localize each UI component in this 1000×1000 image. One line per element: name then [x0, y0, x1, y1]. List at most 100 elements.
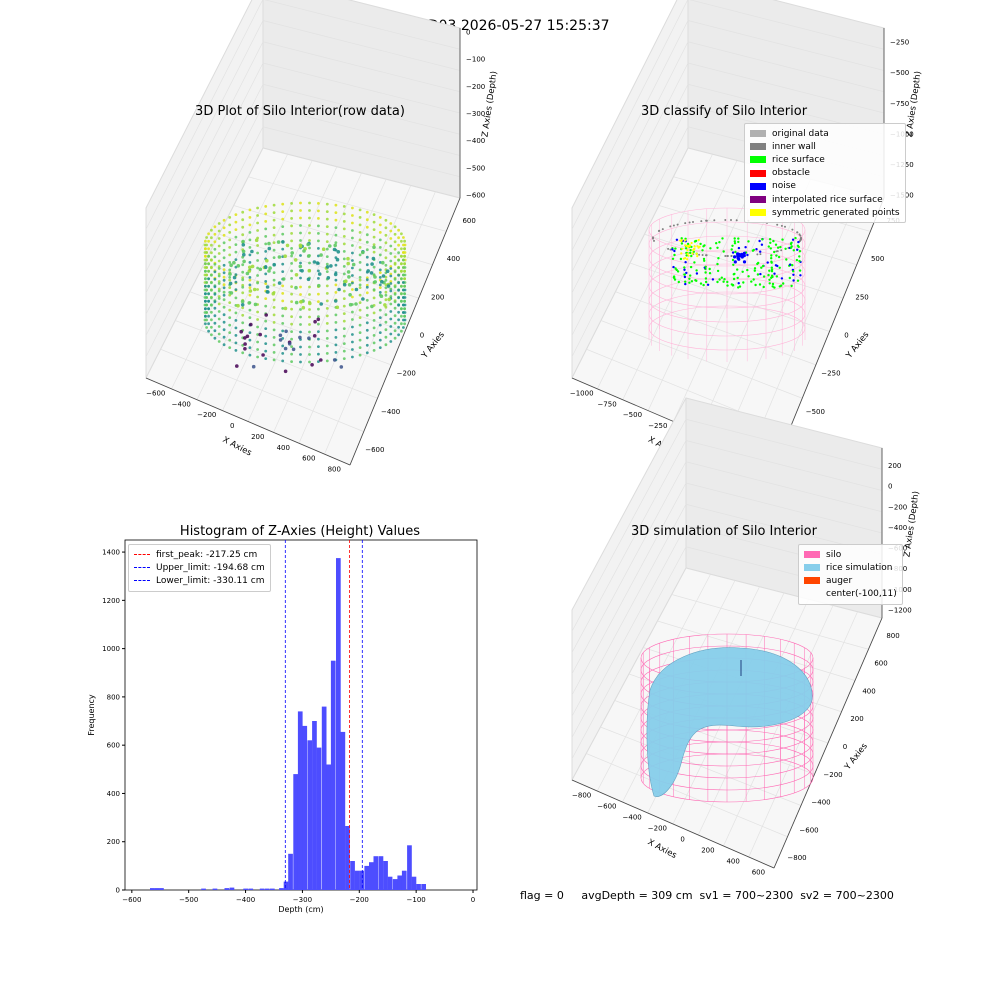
raw-data-point — [378, 238, 382, 242]
raw-data-point — [402, 273, 405, 277]
raw-data-point — [389, 340, 393, 343]
raw-data-point — [400, 239, 403, 243]
classified-point — [699, 282, 703, 285]
raw-data-point — [222, 298, 226, 302]
plot4-y-tick-label: −800 — [787, 854, 806, 862]
raw-data-point — [403, 262, 406, 266]
raw-data-point — [256, 281, 259, 285]
plot4-x-axis-label: X Axies — [646, 837, 679, 861]
classified-point — [767, 245, 770, 248]
raw-data-point — [365, 306, 369, 310]
raw-data-point — [387, 297, 392, 302]
classified-point — [768, 238, 772, 241]
histogram-bar — [264, 888, 270, 890]
raw-data-point — [334, 313, 338, 317]
noise-point — [733, 260, 737, 264]
raw-data-point — [403, 277, 406, 281]
inner-wall-point — [653, 239, 655, 242]
raw-data-point — [334, 328, 338, 332]
raw-data-point — [264, 205, 268, 208]
raw-data-point — [234, 243, 238, 247]
raw-data-point — [378, 286, 382, 289]
plot1-grid-line — [175, 320, 378, 399]
raw-data-point — [348, 293, 352, 297]
classified-point — [672, 276, 676, 279]
raw-data-point — [248, 223, 252, 227]
plot1-z-tick-label: −100 — [466, 56, 485, 64]
raw-data-point — [351, 244, 354, 247]
raw-data-point — [329, 264, 333, 268]
raw-data-point — [365, 218, 369, 222]
raw-data-point — [267, 269, 271, 273]
classified-point — [733, 237, 736, 240]
classified-point — [788, 263, 792, 266]
raw-data-point — [228, 301, 232, 304]
raw-data-point — [264, 349, 268, 353]
noise-point — [738, 254, 742, 258]
raw-data-point — [290, 307, 293, 311]
classified-point — [746, 253, 749, 257]
inner-wall-point — [667, 247, 670, 250]
raw-data-point — [334, 241, 338, 245]
raw-data-point — [281, 322, 285, 325]
raw-data-point — [299, 254, 302, 257]
raw-data-point — [402, 243, 405, 247]
raw-data-point — [378, 291, 382, 294]
raw-data-point — [281, 247, 285, 251]
raw-data-point — [241, 306, 245, 310]
legend-obstacle: obstacle — [750, 167, 900, 180]
raw-data-point — [317, 247, 320, 250]
raw-data-point — [213, 292, 217, 296]
raw-data-point — [334, 278, 338, 282]
raw-data-point — [290, 232, 293, 235]
raw-data-point — [234, 311, 238, 315]
raw-data-point — [248, 231, 252, 234]
raw-data-point — [325, 202, 329, 206]
classified-point — [779, 245, 782, 249]
classified-point — [790, 284, 793, 288]
raw-data-point — [313, 319, 317, 324]
plot2-grid-line — [571, 20, 689, 251]
histogram-x-tick-label: −400 — [236, 896, 255, 904]
classified-point — [708, 272, 712, 275]
raw-data-point — [402, 281, 405, 284]
classified-point — [689, 249, 692, 252]
classified-point — [774, 243, 778, 246]
raw-data-point — [241, 285, 245, 289]
raw-data-point — [272, 211, 276, 215]
raw-data-point — [234, 273, 238, 276]
raw-data-point — [222, 286, 226, 290]
raw-data-point — [281, 210, 285, 214]
inner-wall-point — [661, 228, 664, 231]
raw-data-point — [256, 214, 259, 217]
plot2-z-tick-label: −250 — [890, 39, 909, 47]
raw-data-point — [358, 331, 362, 334]
raw-data-point — [373, 275, 377, 279]
raw-data-point — [241, 291, 245, 295]
status-footer: flag = 0 avgDepth = 309 cm sv1 = 700~230… — [520, 889, 894, 902]
histogram-bar — [293, 774, 298, 890]
raw-data-point — [228, 253, 232, 257]
classified-point — [673, 253, 676, 257]
raw-data-point — [256, 274, 259, 277]
histogram-y-tick-label: 0 — [116, 887, 120, 895]
symmetric-point — [684, 244, 687, 247]
raw-data-point — [299, 323, 302, 326]
raw-data-point — [358, 278, 362, 282]
plot4-grid-line — [571, 419, 687, 632]
raw-data-point — [351, 251, 354, 255]
raw-data-point — [342, 235, 346, 238]
raw-data-point — [365, 351, 369, 355]
classified-point — [716, 280, 719, 284]
plot1-y-tick-label: −400 — [381, 408, 400, 416]
raw-data-point — [372, 235, 376, 239]
raw-data-point — [213, 336, 217, 340]
raw-data-point — [222, 283, 226, 287]
raw-data-point — [358, 208, 362, 212]
raw-data-point — [264, 250, 268, 253]
raw-data-point — [228, 331, 232, 334]
raw-data-point — [365, 343, 369, 347]
raw-data-point — [319, 358, 323, 362]
raw-data-point — [264, 342, 268, 345]
raw-data-point — [384, 298, 388, 302]
